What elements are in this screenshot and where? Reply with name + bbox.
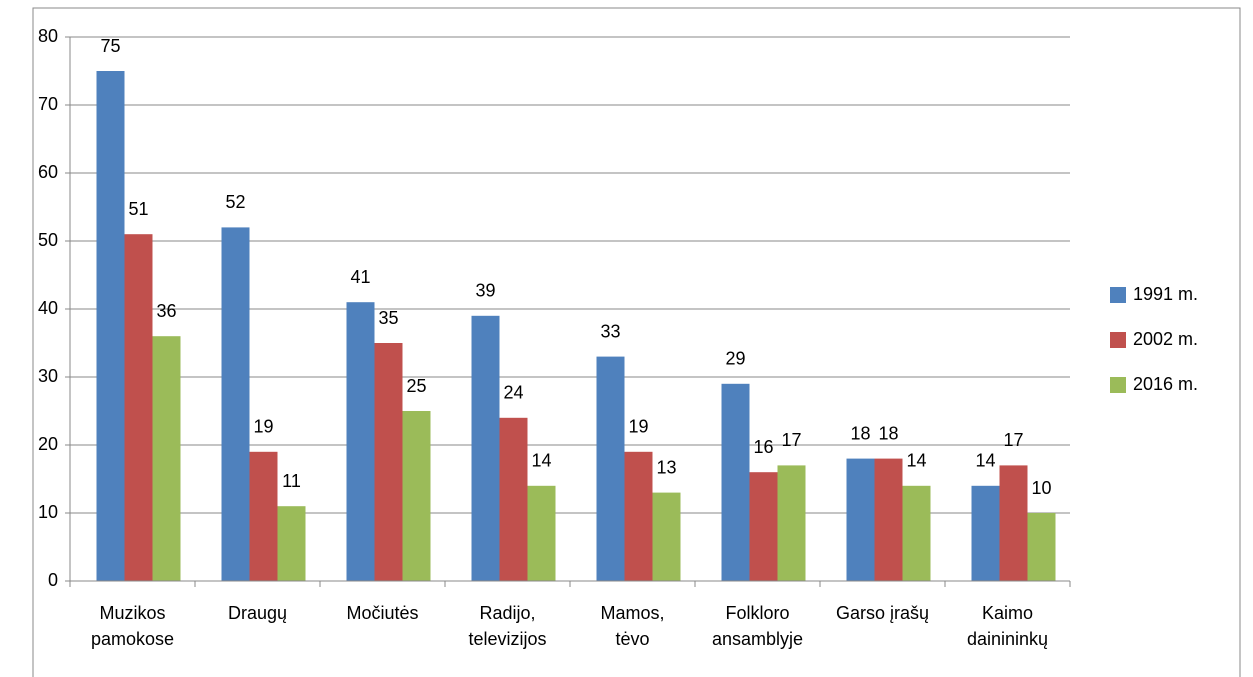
data-label: 29 <box>725 349 745 369</box>
bar <box>499 417 528 581</box>
bar <box>652 492 681 581</box>
legend-swatch <box>1110 287 1126 303</box>
data-label: 41 <box>350 267 370 287</box>
data-label: 17 <box>1003 430 1023 450</box>
bar <box>902 485 931 581</box>
bar <box>999 465 1028 581</box>
x-tick-label: Mamos, tėvo <box>600 603 664 649</box>
legend-label: 2002 m. <box>1133 329 1198 349</box>
chart-frame <box>32 7 1241 677</box>
x-tick-label: Radijo, televizijos <box>468 603 546 649</box>
y-tick-label: 70 <box>38 94 58 114</box>
data-label: 14 <box>531 451 551 471</box>
data-label: 51 <box>128 199 148 219</box>
data-label: 18 <box>850 423 870 443</box>
y-tick-label: 20 <box>38 434 58 454</box>
bar <box>402 411 431 581</box>
bar <box>471 315 500 581</box>
bar <box>596 356 625 581</box>
bar <box>96 71 125 581</box>
x-tick-label: Muzikos pamokose <box>91 603 174 649</box>
bar <box>1027 513 1056 581</box>
y-tick-label: 30 <box>38 366 58 386</box>
legend-label: 1991 m. <box>1133 284 1198 304</box>
bar <box>874 458 903 581</box>
bar <box>277 506 306 581</box>
data-label: 24 <box>503 383 523 403</box>
legend-label: 2016 m. <box>1133 374 1198 394</box>
data-label: 10 <box>1031 478 1051 498</box>
bar <box>249 451 278 581</box>
x-tick-label: Močiutės <box>346 603 418 623</box>
x-tick-label: Folkloro ansamblyje <box>712 603 803 649</box>
bar <box>749 472 778 581</box>
legend-swatch <box>1110 332 1126 348</box>
bar <box>777 465 806 581</box>
y-tick-label: 50 <box>38 230 58 250</box>
y-tick-label: 80 <box>38 26 58 46</box>
bar <box>971 485 1000 581</box>
data-label: 17 <box>781 430 801 450</box>
data-label: 16 <box>753 437 773 457</box>
y-tick-label: 10 <box>38 502 58 522</box>
bar <box>624 451 653 581</box>
data-label: 18 <box>878 423 898 443</box>
data-label: 36 <box>156 301 176 321</box>
bar <box>124 234 153 581</box>
bar <box>374 343 403 581</box>
data-label: 19 <box>628 417 648 437</box>
data-label: 13 <box>656 457 676 477</box>
x-tick-label: Draugų <box>228 603 287 623</box>
data-label: 19 <box>253 417 273 437</box>
bar <box>346 302 375 581</box>
bar <box>221 227 250 581</box>
data-label: 75 <box>100 36 120 56</box>
bar <box>527 485 556 581</box>
y-tick-label: 40 <box>38 298 58 318</box>
data-label: 14 <box>975 451 995 471</box>
y-tick-label: 0 <box>48 570 58 590</box>
bar <box>152 336 181 581</box>
x-tick-label: Kaimo dainininkų <box>967 603 1048 649</box>
x-tick-label: Garso įrašų <box>836 603 929 623</box>
data-label: 14 <box>906 451 926 471</box>
data-label: 35 <box>378 308 398 328</box>
data-label: 33 <box>600 321 620 341</box>
data-label: 25 <box>406 376 426 396</box>
data-label: 52 <box>225 192 245 212</box>
data-label: 11 <box>282 471 301 491</box>
bar <box>846 458 875 581</box>
legend-swatch <box>1110 377 1126 393</box>
data-label: 39 <box>475 281 495 301</box>
bar <box>721 383 750 581</box>
y-tick-label: 60 <box>38 162 58 182</box>
